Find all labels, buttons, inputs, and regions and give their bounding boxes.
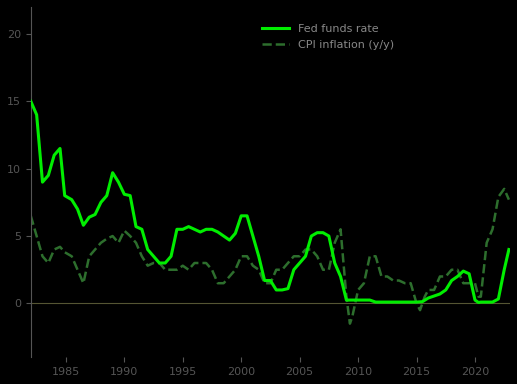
CPI inflation (y/y) [407,281,414,286]
CPI inflation (y/y) [28,214,34,218]
CPI inflation (y/y) [347,321,353,326]
Fed funds rate [419,300,425,304]
Fed funds rate [34,113,40,117]
CPI inflation (y/y) [80,281,86,286]
CPI inflation (y/y) [267,281,273,286]
CPI inflation (y/y) [443,274,449,279]
CPI inflation (y/y) [506,197,512,202]
Fed funds rate [57,146,63,151]
Fed funds rate [476,300,482,305]
Line: CPI inflation (y/y): CPI inflation (y/y) [31,189,509,324]
Fed funds rate [244,214,250,218]
Fed funds rate [396,300,402,305]
Line: Fed funds rate: Fed funds rate [31,101,509,303]
CPI inflation (y/y) [39,254,45,258]
CPI inflation (y/y) [501,187,507,191]
Legend: Fed funds rate, CPI inflation (y/y): Fed funds rate, CPI inflation (y/y) [257,20,399,54]
Fed funds rate [267,278,273,283]
Fed funds rate [28,99,34,104]
Fed funds rate [506,247,512,252]
CPI inflation (y/y) [51,247,57,252]
